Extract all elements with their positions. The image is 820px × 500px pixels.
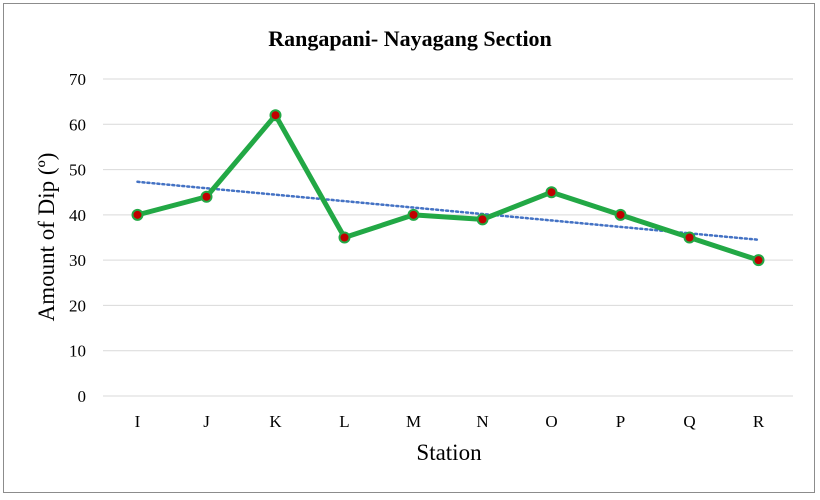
series-line	[135, 112, 761, 263]
chart-frame	[3, 3, 815, 493]
data-point	[269, 109, 282, 122]
trendline	[136, 180, 760, 242]
x-tick-label: R	[753, 412, 765, 431]
data-point	[752, 254, 765, 267]
trendline-group	[136, 180, 760, 242]
x-tick-label: P	[616, 412, 625, 431]
data-point	[200, 190, 213, 203]
y-tick-label: 40	[69, 206, 86, 225]
x-tick-label: K	[269, 412, 282, 431]
y-tick-label: 10	[69, 342, 86, 361]
data-point	[131, 208, 144, 221]
x-tick-label: J	[203, 412, 210, 431]
y-tick-label: 50	[69, 161, 86, 180]
x-tick-label: N	[476, 412, 488, 431]
x-tick-label: L	[339, 412, 349, 431]
y-tick-label: 60	[69, 115, 86, 134]
x-axis-title: Station	[416, 440, 482, 465]
x-tick-label: M	[406, 412, 421, 431]
chart-title: Rangapani- Nayagang Section	[268, 26, 552, 51]
data-point	[338, 231, 351, 244]
data-point	[407, 208, 420, 221]
x-tick-label: I	[135, 412, 141, 431]
data-point	[476, 213, 489, 226]
y-tick-labels: 0 10 20 30 40 50 60 70	[69, 70, 86, 406]
data-point	[683, 231, 696, 244]
x-tick-label: O	[545, 412, 557, 431]
x-tick-labels: I J K L M N O P Q R	[135, 412, 765, 431]
y-axis-title: Amount of Dip (º)	[34, 153, 59, 322]
data-point	[614, 208, 627, 221]
y-tick-label: 20	[69, 296, 86, 315]
data-point	[545, 186, 558, 199]
x-tick-label: Q	[683, 412, 695, 431]
y-tick-label: 30	[69, 251, 86, 270]
y-tick-label: 70	[69, 70, 86, 89]
y-tick-label: 0	[78, 387, 87, 406]
series-group	[131, 109, 765, 267]
